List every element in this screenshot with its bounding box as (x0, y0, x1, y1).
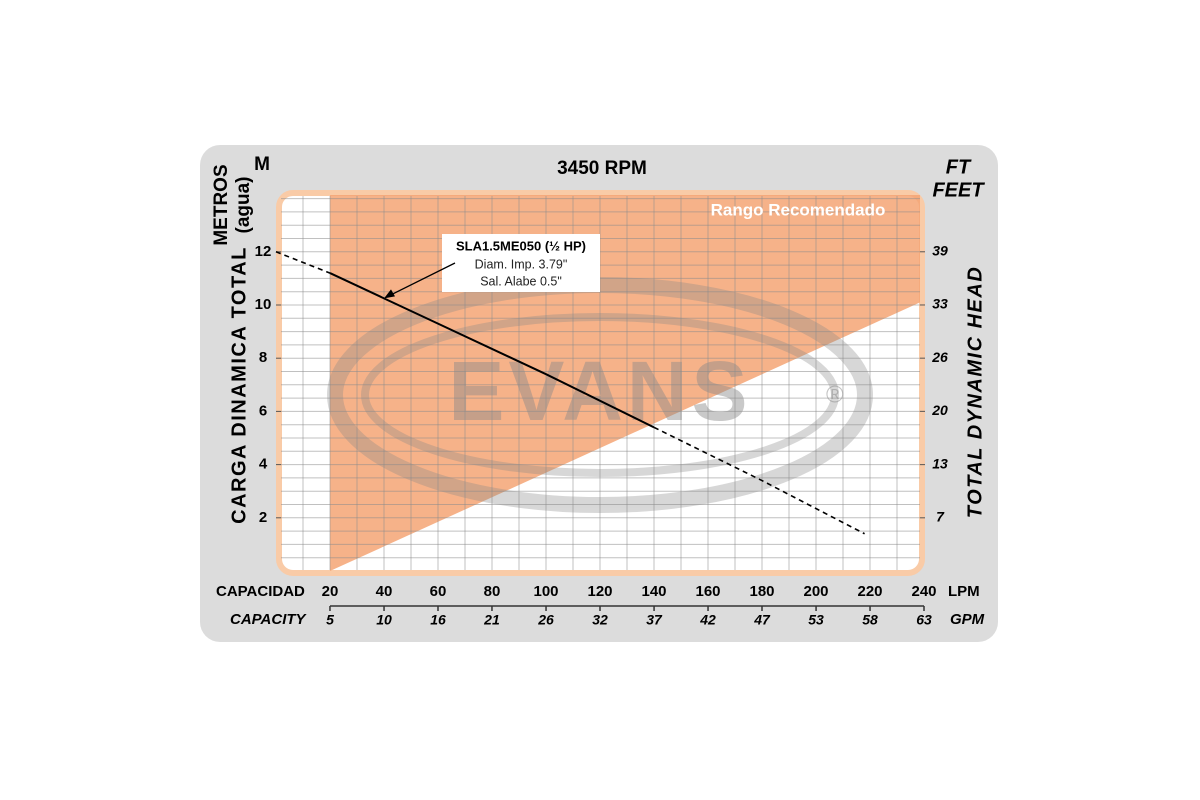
annotation-title: SLA1.5ME050 (½ HP) (456, 238, 586, 253)
y-unit: M (254, 154, 270, 175)
y2-tick-label: 39 (932, 242, 948, 258)
curve-dashed (275, 251, 331, 274)
y2-axis-title: TOTAL DYNAMIC HEAD (964, 266, 986, 519)
logo-ring (361, 313, 839, 477)
y-tick-label: 6 (259, 402, 267, 419)
x-tick-label: 140 (641, 583, 666, 600)
range-label: Rango Recomendado (711, 200, 886, 219)
y2-label: FEET (932, 179, 985, 201)
x-tick-label: 200 (803, 583, 828, 600)
annotation-arrowhead (384, 289, 395, 299)
annotation-arrow (387, 262, 456, 297)
annotation-line: Diam. Imp. 3.79" (475, 257, 568, 271)
chart-title: 3450 RPM (557, 158, 647, 179)
x2-tick-label: 58 (862, 612, 878, 628)
x2-tick-label: 26 (537, 612, 554, 628)
y-label: METROS (211, 164, 232, 245)
y-tick-label: 10 (255, 296, 272, 313)
watermark: EVANS (448, 344, 751, 438)
x2-tick-label: 42 (699, 612, 716, 628)
x-tick-label: 180 (749, 583, 774, 600)
curve-dashed (653, 426, 865, 535)
x2-tick-label: 53 (808, 612, 824, 628)
x2-tick-label: 47 (753, 612, 771, 628)
x-tick-label: 80 (484, 583, 501, 600)
x2-tick-label: 37 (646, 612, 663, 628)
annotation-line: Sal. Alabe 0.5" (480, 274, 562, 288)
x-tick-label: 40 (376, 583, 393, 600)
y-tick-label: 8 (259, 349, 267, 366)
y2-tick-label: 26 (931, 349, 948, 365)
x-tick-label: 60 (430, 583, 447, 600)
x2-tick-label: 5 (326, 612, 334, 628)
x-tick-label: 20 (322, 583, 339, 600)
y-label: (agua) (233, 177, 254, 234)
x-label: CAPACIDAD (216, 583, 305, 600)
y-tick-label: 4 (259, 456, 268, 473)
y-tick-label: 12 (255, 243, 272, 260)
annotation-box (442, 234, 600, 292)
curve (329, 272, 655, 429)
y2-tick-label: 33 (932, 296, 948, 312)
y2-tick-label: 7 (936, 509, 945, 525)
x2-tick-label: 32 (592, 612, 608, 628)
x2-unit: GPM (950, 611, 985, 628)
y-axis-title: CARGA DINAMICA TOTAL (228, 246, 250, 524)
y2-tick-label: 13 (932, 455, 948, 471)
x-tick-label: 120 (587, 583, 612, 600)
y2-unit: FT (946, 156, 972, 178)
x-tick-label: 160 (695, 583, 720, 600)
x-tick-label: 100 (533, 583, 558, 600)
x2-tick-label: 63 (916, 612, 932, 628)
x2-tick-label: 10 (376, 612, 392, 628)
x2-label: CAPACITY (230, 611, 308, 628)
x2-tick-label: 21 (483, 612, 500, 628)
y-tick-label: 2 (259, 509, 267, 526)
x2-tick-label: 16 (430, 612, 446, 628)
y2-tick-label: 20 (931, 402, 948, 418)
watermark-mark: ® (826, 381, 844, 408)
x-tick-label: 240 (911, 583, 936, 600)
x-tick-label: 220 (857, 583, 882, 600)
x-unit: LPM (948, 583, 980, 600)
